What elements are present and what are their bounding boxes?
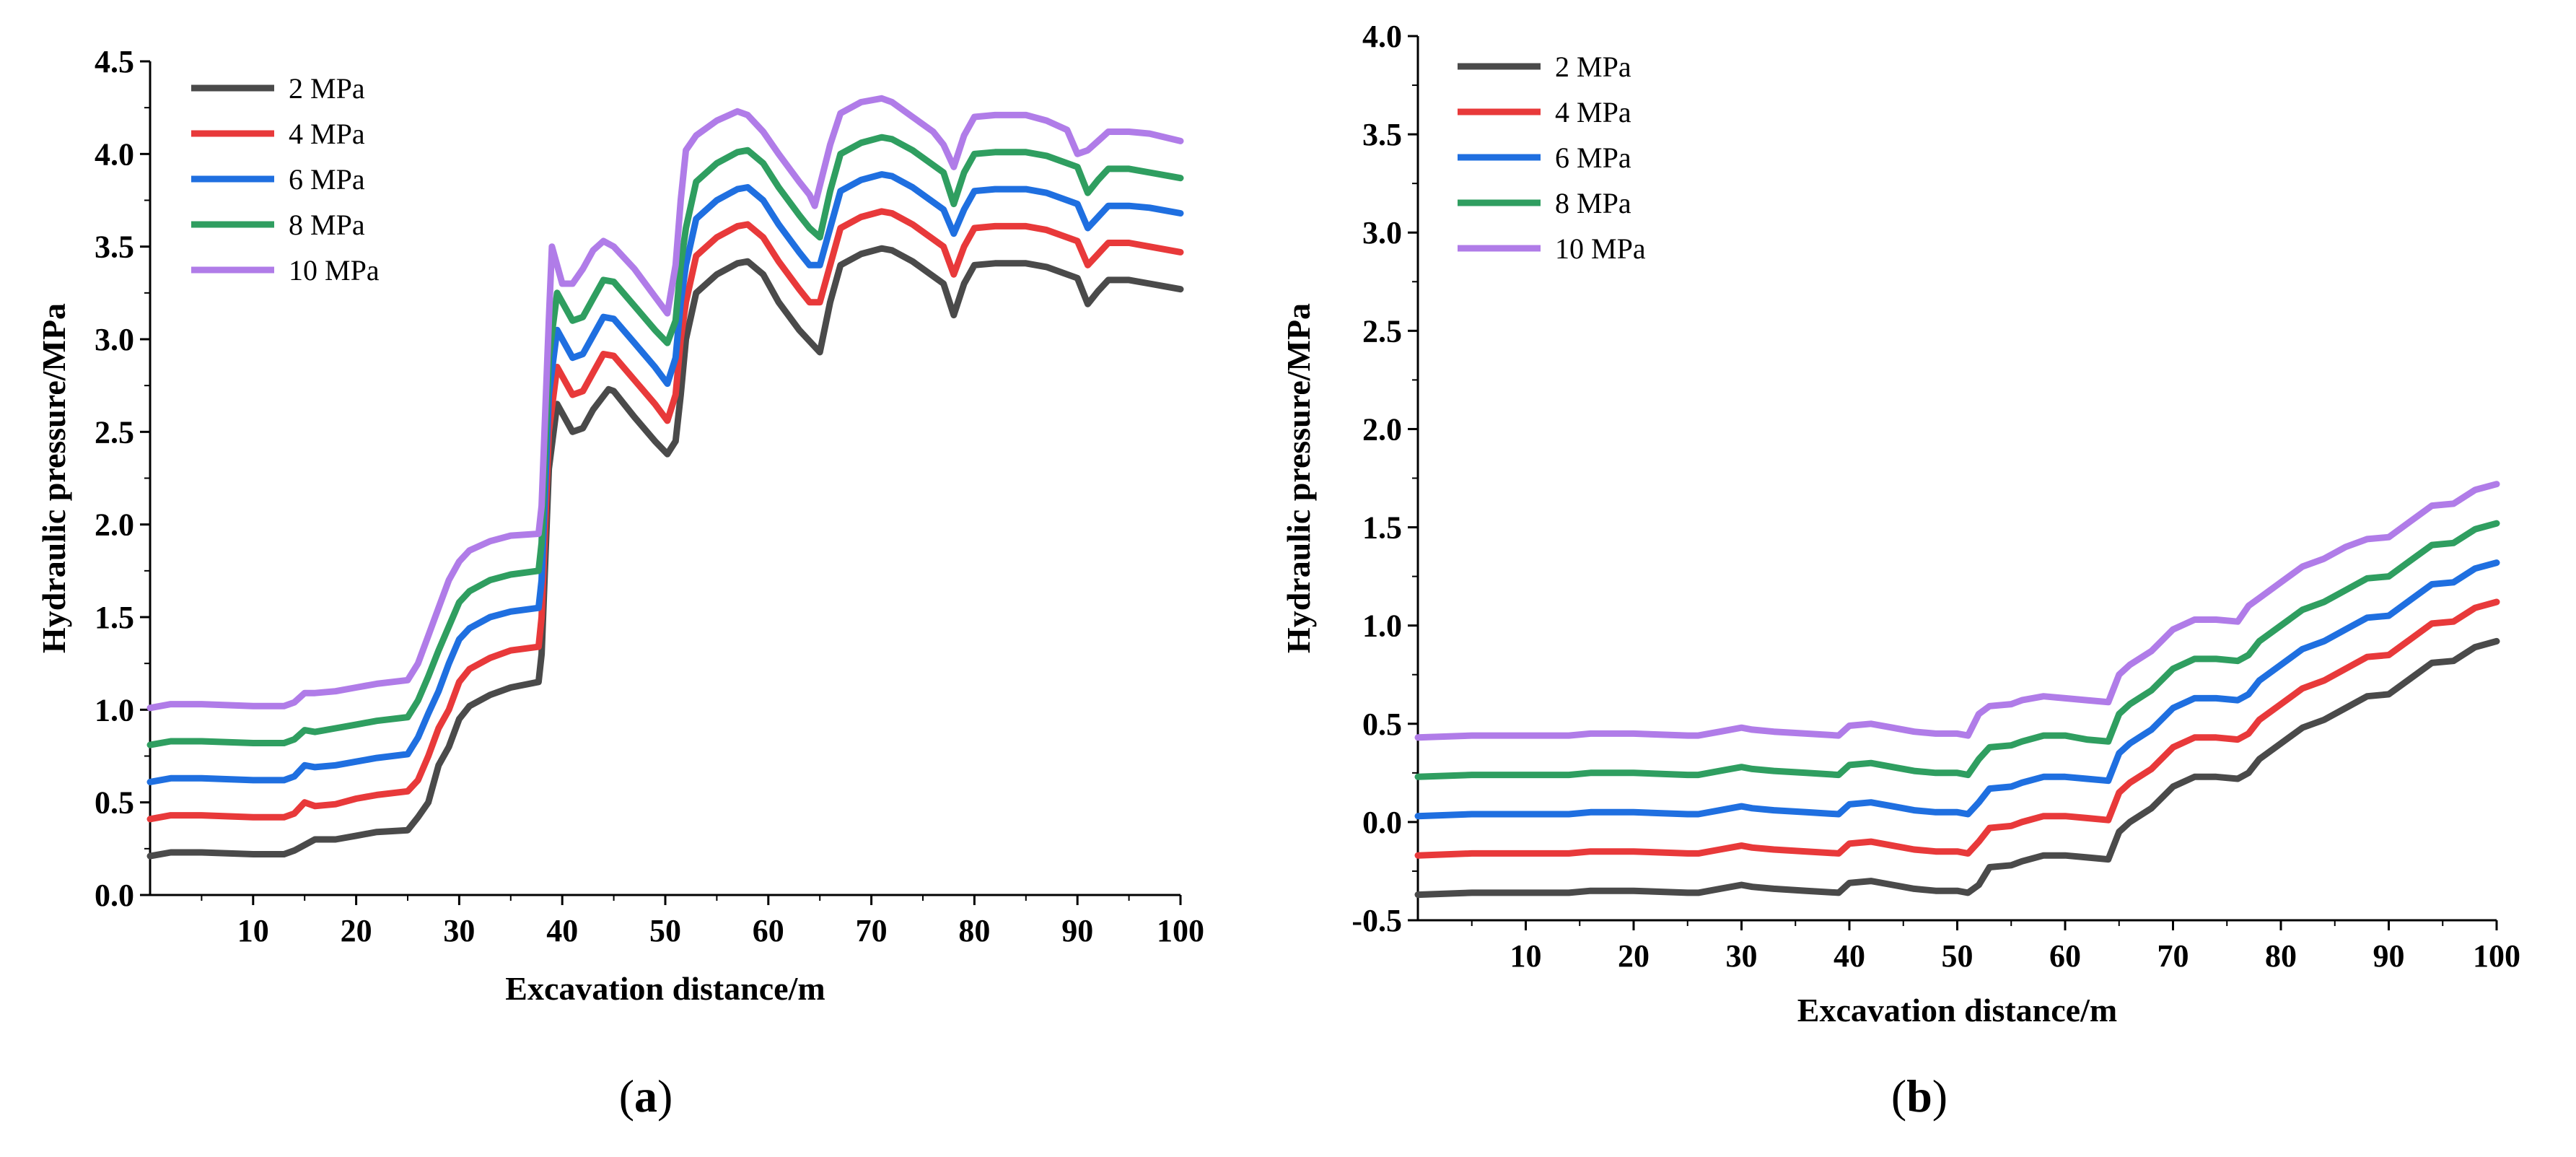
legend-label: 4 MPa: [289, 118, 365, 150]
x-tick-label: 30: [1726, 938, 1758, 974]
y-tick-label: 3.0: [95, 322, 134, 357]
series-line-4-mpa: [1414, 598, 2500, 859]
x-tick-label: 100: [1157, 913, 1204, 948]
legend: 2 MPa 4 MPa 6 MPa 8 MPa 10 MPa: [191, 72, 380, 287]
legend-label: 10 MPa: [1555, 232, 1646, 265]
x-tick-label: 90: [2373, 938, 2405, 974]
y-tick-label: 4.5: [95, 44, 134, 79]
legend-label: 2 MPa: [1555, 51, 1631, 83]
panel-label: (a): [619, 1070, 673, 1122]
series-line-2-mpa: [1414, 637, 2500, 899]
x-axis-label: Excavation distance/m: [1797, 992, 2117, 1029]
x-tick-label: 80: [958, 913, 990, 948]
y-tick-label: 1.0: [1362, 608, 1402, 644]
legend-label: 2 MPa: [289, 72, 365, 105]
x-tick-label: 60: [753, 913, 784, 948]
x-tick-label: 50: [1942, 938, 1973, 974]
chart-panel-a: 0.0 0.5 1.0 1.5 2.0 2.5 3.0 3.5 4.0 4.5 10 20 30 40 50…: [35, 44, 1204, 1122]
y-tick-label: 0.0: [1362, 805, 1402, 840]
y-tick-label: -0.5: [1351, 903, 1402, 938]
y-tick-label: 2.5: [95, 414, 134, 450]
y-tick-label: 2.5: [1362, 313, 1402, 349]
y-axis-label: Hydraulic pressure/MPa: [1280, 303, 1317, 653]
y-tick-label: 1.0: [95, 692, 134, 728]
legend: 2 MPa 4 MPa 6 MPa 8 MPa 10 MPa: [1458, 51, 1646, 265]
y-tick-label: 0.5: [1362, 707, 1402, 742]
series-line-10-mpa: [1414, 481, 2500, 741]
y-axis-label: Hydraulic pressure/MPa: [35, 303, 72, 653]
y-tick-label: 2.0: [1362, 411, 1402, 447]
legend-label: 8 MPa: [1555, 187, 1631, 219]
series-line-4-mpa: [146, 208, 1184, 823]
y-tick-label: 3.5: [95, 230, 134, 265]
x-tick-label: 20: [1618, 938, 1650, 974]
x-tick-label: 50: [649, 913, 681, 948]
x-axis-label: Excavation distance/m: [505, 970, 825, 1007]
x-tick-label: 20: [341, 913, 372, 948]
chart-panel-b: -0.5 0.0 0.5 1.0 1.5 2.0 2.5 3.0 3.5 4.0 10 20 30 40 5…: [1280, 19, 2520, 1122]
series-line-10-mpa: [146, 95, 1184, 712]
legend-label: 8 MPa: [289, 209, 365, 241]
y-tick-label: 0.5: [95, 785, 134, 821]
y-tick-label: 1.5: [95, 600, 134, 635]
legend-label: 6 MPa: [289, 163, 365, 196]
legend-label: 10 MPa: [289, 254, 380, 287]
series-line-2-mpa: [146, 245, 1184, 860]
legend-label: 6 MPa: [1555, 141, 1631, 174]
x-tick-label: 60: [2049, 938, 2081, 974]
series-line-6-mpa: [146, 171, 1184, 785]
series-line-8-mpa: [146, 134, 1184, 748]
x-tick-label: 90: [1061, 913, 1093, 948]
x-tick-label: 100: [2473, 938, 2520, 974]
x-tick-label: 40: [1834, 938, 1865, 974]
series-line-8-mpa: [1414, 520, 2500, 780]
x-tick-label: 40: [546, 913, 578, 948]
y-tick-label: 3.5: [1362, 117, 1402, 152]
y-tick-label: 3.0: [1362, 215, 1402, 250]
y-tick-label: 1.5: [1362, 510, 1402, 546]
x-tick-label: 10: [237, 913, 269, 948]
x-tick-label: 80: [2265, 938, 2297, 974]
legend-label: 4 MPa: [1555, 96, 1631, 128]
x-tick-label: 10: [1510, 938, 1542, 974]
y-tick-label: 0.0: [95, 878, 134, 913]
x-tick-label: 70: [2157, 938, 2189, 974]
y-tick-label: 4.0: [95, 136, 134, 172]
x-tick-label: 70: [856, 913, 888, 948]
series-line-6-mpa: [1414, 559, 2500, 820]
y-tick-label: 2.0: [95, 507, 134, 543]
y-tick-label: 4.0: [1362, 19, 1402, 54]
panel-label: (b): [1891, 1070, 1948, 1122]
x-tick-label: 30: [443, 913, 475, 948]
